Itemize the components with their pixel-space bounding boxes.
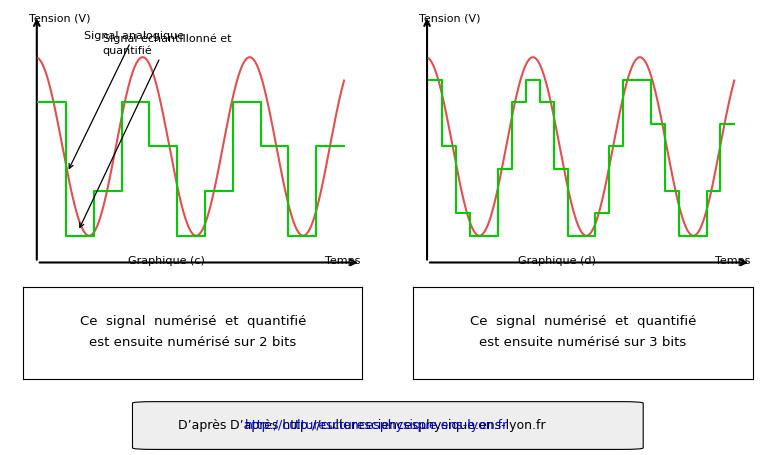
Text: D’après http://culturesciencesphysique.ens-lyon.fr: D’après http://culturesciencesphysique.e… [230, 418, 545, 430]
Text: Graphique (c): Graphique (c) [128, 256, 205, 266]
Text: Signal échantillonné et
quantifié: Signal échantillonné et quantifié [80, 33, 231, 228]
Text: Ce  signal  numérisé  et  quantifié
est ensuite numérisé sur 2 bits: Ce signal numérisé et quantifié est ensu… [80, 315, 306, 349]
Text: Signal analogique: Signal analogique [69, 30, 184, 169]
Text: Tension (V): Tension (V) [29, 14, 91, 24]
Text: D’après http://culturesciencesphysique.ens-lyon.fr: D’après http://culturesciencesphysique.e… [230, 418, 545, 430]
Text: http://culturesciencesphysique.ens-lyon.fr: http://culturesciencesphysique.ens-lyon.… [245, 418, 508, 430]
Text: Temps: Temps [325, 256, 360, 266]
Text: Tension (V): Tension (V) [419, 14, 481, 24]
Text: Graphique (d): Graphique (d) [518, 256, 596, 266]
FancyBboxPatch shape [133, 402, 644, 450]
Text: Temps: Temps [715, 256, 750, 266]
Text: D’après: D’après [178, 418, 230, 430]
Text: Ce  signal  numérisé  et  quantifié
est ensuite numérisé sur 3 bits: Ce signal numérisé et quantifié est ensu… [470, 315, 696, 349]
